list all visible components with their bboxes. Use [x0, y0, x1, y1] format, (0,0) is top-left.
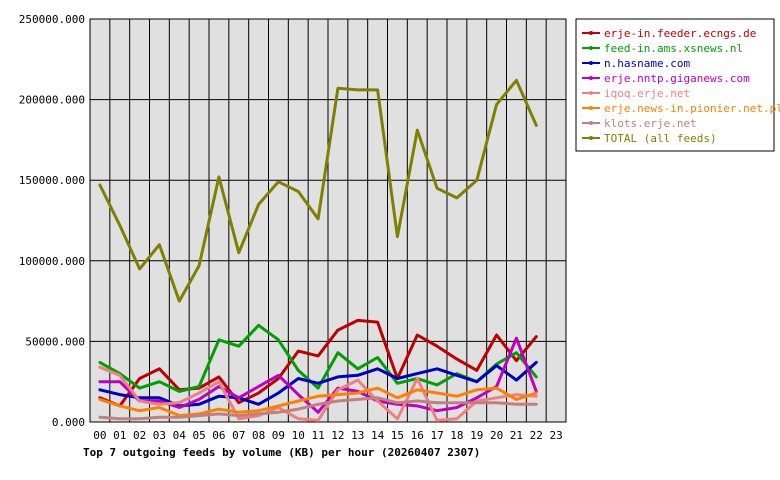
series-line-5	[98, 365, 538, 422]
legend-marker	[589, 91, 593, 95]
x-tick-label: 14	[371, 429, 385, 442]
x-tick-label: 07	[232, 429, 245, 442]
y-tick-label: 50000.000	[25, 335, 85, 348]
x-tick-label: 08	[252, 429, 265, 442]
y-tick-label: 200000.000	[19, 94, 85, 107]
legend-marker	[589, 46, 593, 50]
x-tick-label: 05	[192, 429, 205, 442]
x-tick-label: 09	[272, 429, 285, 442]
legend-entry: klots.erje.net	[604, 117, 697, 130]
legend-marker	[589, 106, 593, 110]
series-line-8	[98, 78, 538, 303]
legend-entry: n.hasname.com	[604, 57, 690, 70]
legend-entry: erje.nntp.giganews.com	[604, 72, 750, 85]
legend-marker	[589, 136, 593, 140]
legend-marker	[589, 76, 593, 80]
x-tick-label: 04	[173, 429, 187, 442]
series-line-7	[98, 396, 538, 421]
legend: erje-in.feeder.ecngs.de feed-in.ams.xsnew…	[575, 18, 780, 152]
legend-marker	[589, 31, 593, 35]
x-tick-label: 16	[411, 429, 424, 442]
x-tick-label: 01	[113, 429, 126, 442]
legend-box	[575, 18, 775, 152]
y-tick-label: 150000.000	[19, 174, 85, 187]
legend-entry: iqoq.erje.net	[604, 87, 690, 100]
x-tick-label: 15	[391, 429, 404, 442]
legend-entry: erje-in.feeder.ecngs.de	[604, 27, 756, 40]
x-tick-label: 03	[153, 429, 166, 442]
y-tick-label: 100000.000	[19, 255, 85, 268]
legend-marker	[589, 121, 593, 125]
x-tick-label: 12	[331, 429, 344, 442]
x-tick-label: 11	[311, 429, 324, 442]
x-tick-label: 17	[430, 429, 443, 442]
chart-title: Top 7 outgoing feeds by volume (KB) per …	[83, 446, 480, 459]
x-tick-label: 19	[470, 429, 483, 442]
legend-entry: TOTAL (all feeds)	[604, 132, 717, 145]
x-tick-label: 13	[351, 429, 364, 442]
x-tick-label: 20	[490, 429, 503, 442]
x-tick-label: 06	[212, 429, 225, 442]
x-tick-label: 18	[450, 429, 463, 442]
legend-entry: erje.news-in.pionier.net.pl	[604, 102, 780, 115]
x-tick-label: 23	[549, 429, 562, 442]
x-tick-label: 00	[93, 429, 106, 442]
series-line-4	[98, 336, 538, 414]
plot-frame	[89, 18, 567, 423]
legend-marker	[589, 61, 593, 65]
x-tick-label: 22	[530, 429, 543, 442]
x-tick-label: 02	[133, 429, 146, 442]
y-tick-label: 250000.000	[19, 13, 85, 26]
y-tick-label: 0.000	[52, 416, 85, 429]
legend-entry: feed-in.ams.xsnews.nl	[604, 42, 743, 55]
series-line-6	[98, 386, 538, 418]
series-line-1	[98, 318, 538, 408]
x-tick-label: 10	[292, 429, 305, 442]
x-tick-label: 21	[510, 429, 523, 442]
plot-area: 0.000 50000.000 100000.000 150000.000 200000…	[19, 13, 567, 442]
